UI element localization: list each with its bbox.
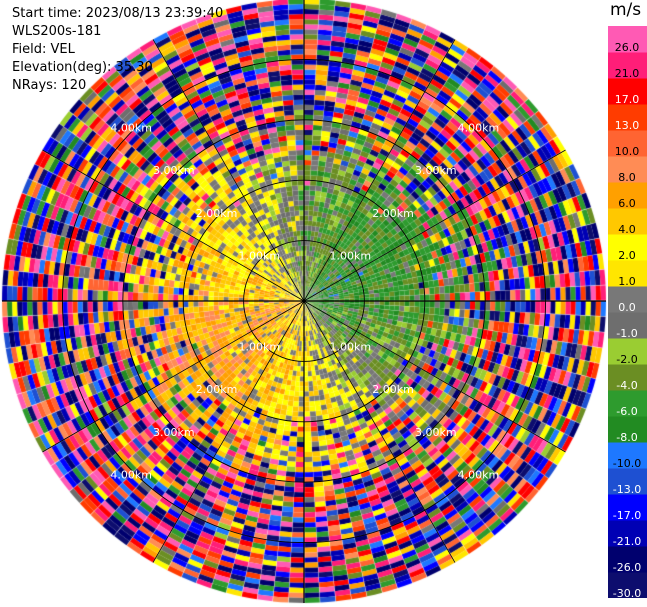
range-ring-label: 3.00km — [153, 164, 195, 177]
range-ring-label: 3.00km — [153, 426, 195, 439]
colorbar-tick-label: 4.0 — [618, 223, 636, 236]
colorbar-tick-label: 8.0 — [618, 171, 636, 184]
range-ring-label: 2.00km — [196, 383, 238, 396]
colorbar-segment — [608, 234, 647, 261]
colorbar-tick-label: -21.0 — [613, 535, 641, 548]
azimuth-spoke — [303, 149, 566, 302]
colorbar-segment — [608, 182, 647, 209]
colorbar-segment — [608, 156, 647, 183]
azimuth-spoke — [42, 300, 305, 453]
colorbar-segment — [608, 572, 647, 598]
colorbar-tick-label: -1.0 — [616, 327, 637, 340]
colorbar-segment — [608, 208, 647, 235]
colorbar-segment — [608, 26, 647, 53]
colorbar-segment — [608, 416, 647, 443]
colorbar-tick-label: -2.0 — [616, 353, 637, 366]
range-ring-label: 3.00km — [415, 164, 457, 177]
field-label: Field: VEL — [12, 42, 75, 57]
colorbar-segment — [608, 442, 647, 469]
range-ring-label: 4.00km — [458, 121, 500, 134]
range-ring-label: 2.00km — [196, 207, 238, 220]
colorbar-tick-label: -6.0 — [616, 405, 637, 418]
colorbar-segment — [608, 104, 647, 131]
start-time-label: Start time: 2023/08/13 23:39:40 — [12, 6, 224, 21]
colorbar-segment — [608, 520, 647, 547]
range-ring-label: 1.00km — [238, 249, 280, 262]
azimuth-spoke — [303, 300, 566, 453]
range-ring-label: 4.00km — [110, 469, 152, 482]
colorbar-segment — [608, 494, 647, 521]
azimuth-spoke — [303, 39, 456, 302]
colorbar-segment — [608, 260, 647, 287]
range-ring-label: 4.00km — [458, 469, 500, 482]
colorbar-segment — [608, 286, 647, 313]
elevation-label: Elevation(deg): 35.30 — [12, 60, 153, 75]
azimuth-spoke — [303, 300, 456, 563]
colorbar-segment — [608, 312, 647, 339]
colorbar-tick-label: 13.0 — [615, 119, 640, 132]
colorbar-tick-label: -17.0 — [613, 509, 641, 522]
colorbar-segment — [608, 390, 647, 417]
range-ring-label: 1.00km — [330, 249, 372, 262]
colorbar-segment — [608, 546, 647, 573]
range-ring-label: 2.00km — [372, 207, 414, 220]
colorbar-tick-label: -30.0 — [613, 587, 641, 598]
azimuth-spoke — [42, 149, 305, 302]
colorbar-tick-label: 6.0 — [618, 197, 636, 210]
azimuth-spoke — [152, 300, 305, 563]
colorbar-unit-label: m/s — [610, 0, 642, 20]
colorbar-segment — [608, 52, 647, 79]
azimuth-spoke — [152, 39, 305, 302]
range-ring-label: 1.00km — [238, 341, 280, 354]
colorbar-segment — [608, 338, 647, 365]
colorbar-tick-label: -13.0 — [613, 483, 641, 496]
colorbar-tick-label: 1.0 — [618, 275, 636, 288]
colorbar-segment — [608, 78, 647, 105]
range-ring-label: 3.00km — [415, 426, 457, 439]
range-ring-label: 4.00km — [110, 121, 152, 134]
colorbar-tick-label: -8.0 — [616, 431, 637, 444]
colorbar-tick-label: 26.0 — [615, 41, 640, 54]
nrays-label: NRays: 120 — [12, 78, 87, 93]
colorbar-tick-label: -10.0 — [613, 457, 641, 470]
colorbar-segment — [608, 364, 647, 391]
colorbar-segment — [608, 468, 647, 495]
colorbar-tick-label: 21.0 — [615, 67, 640, 80]
colorbar: -30.0 -26.0 -21.0 -17.0 -13.0 -10.0 -8.0 -6.0 -4… — [608, 26, 647, 598]
range-ring-label: 1.00km — [330, 341, 372, 354]
colorbar-tick-label: -4.0 — [616, 379, 637, 392]
colorbar-tick-label: -26.0 — [613, 561, 641, 574]
instrument-label: WLS200s-181 — [12, 24, 102, 39]
colorbar-tick-label: 10.0 — [615, 145, 640, 158]
range-ring-label: 2.00km — [372, 383, 414, 396]
colorbar-tick-label: 0.0 — [618, 301, 636, 314]
colorbar-tick-label: 17.0 — [615, 93, 640, 106]
colorbar-tick-label: 2.0 — [618, 249, 636, 262]
colorbar-segment — [608, 130, 647, 157]
